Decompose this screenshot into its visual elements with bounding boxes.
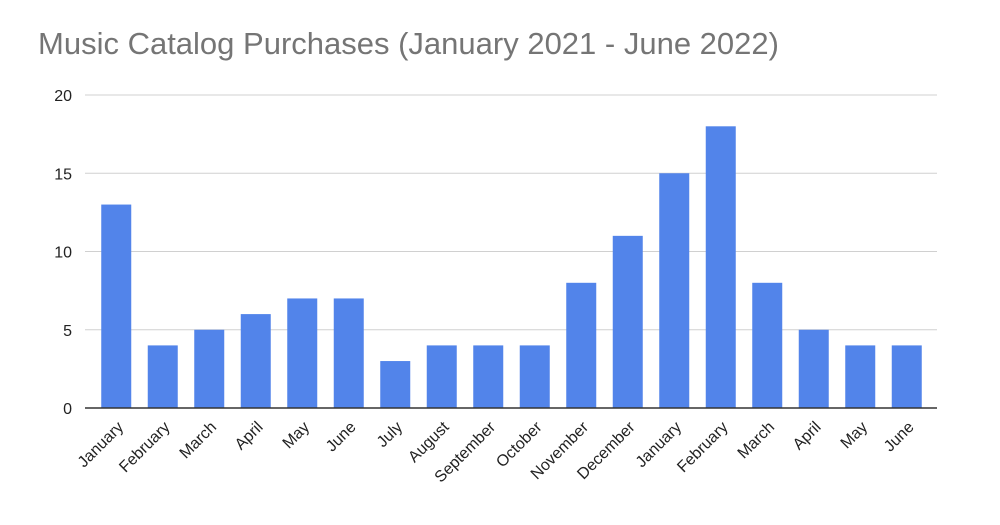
bar bbox=[705, 126, 736, 409]
bar bbox=[566, 282, 597, 408]
x-tick-label: February bbox=[674, 419, 731, 476]
bar bbox=[240, 314, 271, 408]
bar bbox=[891, 345, 922, 408]
bar bbox=[752, 282, 783, 408]
x-tick-label: June bbox=[881, 419, 918, 456]
bar bbox=[798, 329, 829, 408]
bar bbox=[612, 235, 643, 408]
x-tick-label: February bbox=[116, 419, 173, 476]
bar bbox=[101, 204, 132, 408]
bar bbox=[380, 361, 411, 408]
bar bbox=[147, 345, 178, 408]
bar bbox=[519, 345, 550, 408]
x-tick-label: June bbox=[323, 419, 360, 456]
chart-title: Music Catalog Purchases (January 2021 - … bbox=[38, 26, 779, 61]
y-tick-label: 5 bbox=[63, 323, 72, 340]
y-tick-label: 20 bbox=[54, 88, 72, 105]
bar bbox=[287, 298, 318, 408]
x-tick-label: March bbox=[735, 419, 778, 462]
x-tick-label: May bbox=[280, 419, 313, 452]
bar bbox=[845, 345, 876, 408]
bar bbox=[473, 345, 504, 408]
y-tick-label: 0 bbox=[63, 401, 72, 418]
x-tick-label: May bbox=[838, 419, 871, 452]
y-tick-label: 15 bbox=[54, 166, 72, 183]
bar bbox=[426, 345, 457, 408]
x-tick-label: March bbox=[177, 419, 220, 462]
x-tick-label: April bbox=[232, 419, 267, 454]
y-tick-label: 10 bbox=[54, 245, 72, 262]
x-tick-label: April bbox=[790, 419, 825, 454]
bar bbox=[194, 329, 225, 408]
bar bbox=[659, 173, 690, 408]
bar bbox=[333, 298, 364, 408]
x-tick-label: July bbox=[374, 419, 406, 451]
